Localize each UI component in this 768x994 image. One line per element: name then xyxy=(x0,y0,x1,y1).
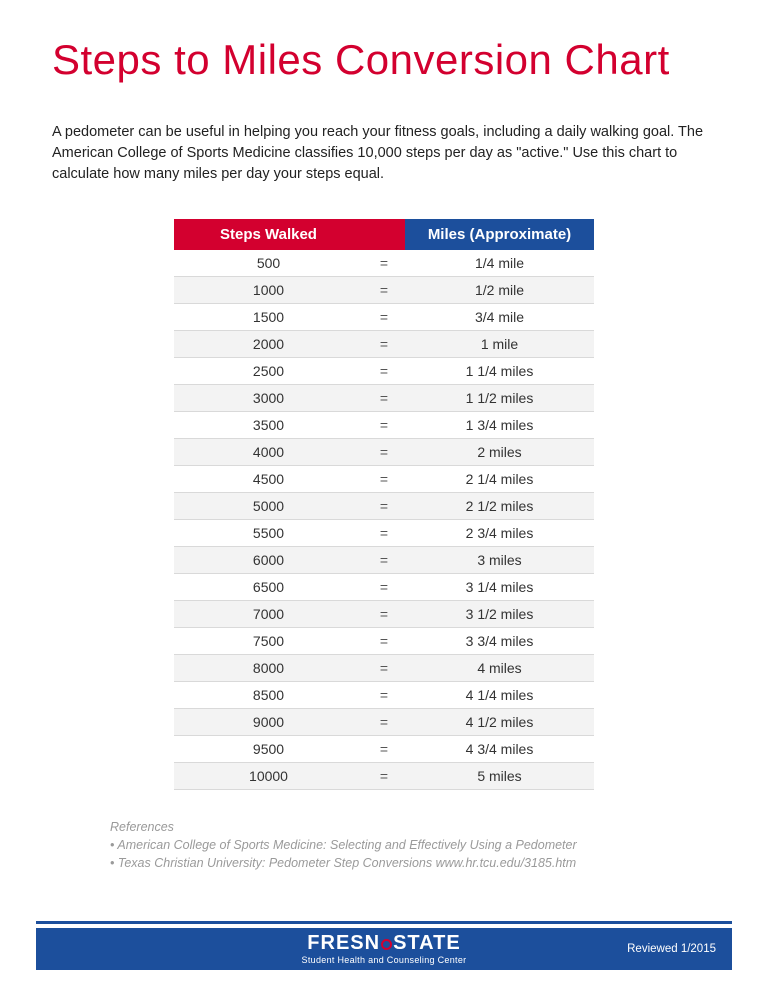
brand-logo: FRESN STATE Student Health and Counseling… xyxy=(302,933,467,965)
cell-miles: 3 3/4 miles xyxy=(405,628,594,655)
table-row: 5000=2 1/2 miles xyxy=(174,493,594,520)
footer-rule xyxy=(36,921,732,924)
table-row: 2000=1 mile xyxy=(174,331,594,358)
cell-miles: 1 mile xyxy=(405,331,594,358)
table-row: 3000=1 1/2 miles xyxy=(174,385,594,412)
cell-miles: 4 1/2 miles xyxy=(405,709,594,736)
cell-steps: 6500 xyxy=(174,574,363,601)
table-row: 7500=3 3/4 miles xyxy=(174,628,594,655)
cell-equals: = xyxy=(363,601,405,628)
cell-miles: 3 1/4 miles xyxy=(405,574,594,601)
cell-miles: 1/4 mile xyxy=(405,250,594,277)
cell-equals: = xyxy=(363,412,405,439)
brand-text-left: FRESN xyxy=(307,932,380,954)
cell-equals: = xyxy=(363,655,405,682)
table-row: 5500=2 3/4 miles xyxy=(174,520,594,547)
cell-steps: 9500 xyxy=(174,736,363,763)
cell-equals: = xyxy=(363,250,405,277)
table-row: 10000=5 miles xyxy=(174,763,594,790)
reviewed-date: Reviewed 1/2015 xyxy=(627,943,716,955)
cell-steps: 2500 xyxy=(174,358,363,385)
col-header-steps: Steps Walked xyxy=(174,219,363,250)
cell-miles: 1 3/4 miles xyxy=(405,412,594,439)
cell-steps: 9000 xyxy=(174,709,363,736)
cell-equals: = xyxy=(363,547,405,574)
cell-steps: 4000 xyxy=(174,439,363,466)
cell-miles: 2 1/2 miles xyxy=(405,493,594,520)
cell-miles: 1 1/2 miles xyxy=(405,385,594,412)
cell-miles: 4 1/4 miles xyxy=(405,682,594,709)
reference-item: • American College of Sports Medicine: S… xyxy=(110,836,716,854)
cell-equals: = xyxy=(363,385,405,412)
cell-steps: 7000 xyxy=(174,601,363,628)
table-row: 7000=3 1/2 miles xyxy=(174,601,594,628)
references-heading: References xyxy=(110,818,716,836)
table-row: 2500=1 1/4 miles xyxy=(174,358,594,385)
cell-miles: 4 3/4 miles xyxy=(405,736,594,763)
cell-miles: 1/2 mile xyxy=(405,277,594,304)
cell-miles: 2 3/4 miles xyxy=(405,520,594,547)
table-row: 3500=1 3/4 miles xyxy=(174,412,594,439)
cell-equals: = xyxy=(363,736,405,763)
brand-text-right: STATE xyxy=(393,932,461,954)
cell-miles: 4 miles xyxy=(405,655,594,682)
cell-miles: 2 1/4 miles xyxy=(405,466,594,493)
cell-steps: 3500 xyxy=(174,412,363,439)
table-row: 1000=1/2 mile xyxy=(174,277,594,304)
cell-equals: = xyxy=(363,709,405,736)
col-header-miles: Miles (Approximate) xyxy=(405,219,594,250)
cell-steps: 8000 xyxy=(174,655,363,682)
footer-band: FRESN STATE Student Health and Counseling… xyxy=(36,928,732,970)
table-row: 9500=4 3/4 miles xyxy=(174,736,594,763)
cell-equals: = xyxy=(363,331,405,358)
cell-steps: 5500 xyxy=(174,520,363,547)
cell-steps: 1000 xyxy=(174,277,363,304)
cell-miles: 5 miles xyxy=(405,763,594,790)
reference-item: • Texas Christian University: Pedometer … xyxy=(110,854,716,872)
cell-equals: = xyxy=(363,277,405,304)
cell-equals: = xyxy=(363,682,405,709)
cell-miles: 3 miles xyxy=(405,547,594,574)
cell-steps: 5000 xyxy=(174,493,363,520)
table-row: 4000=2 miles xyxy=(174,439,594,466)
cell-steps: 8500 xyxy=(174,682,363,709)
cell-equals: = xyxy=(363,574,405,601)
cell-steps: 6000 xyxy=(174,547,363,574)
cell-steps: 10000 xyxy=(174,763,363,790)
cell-miles: 1 1/4 miles xyxy=(405,358,594,385)
references-block: References • American College of Sports … xyxy=(52,818,716,872)
cell-miles: 3/4 mile xyxy=(405,304,594,331)
cell-steps: 4500 xyxy=(174,466,363,493)
cell-equals: = xyxy=(363,358,405,385)
table-row: 1500=3/4 mile xyxy=(174,304,594,331)
table-row: 8500=4 1/4 miles xyxy=(174,682,594,709)
table-row: 8000=4 miles xyxy=(174,655,594,682)
cell-equals: = xyxy=(363,439,405,466)
table-row: 500=1/4 mile xyxy=(174,250,594,277)
cell-steps: 3000 xyxy=(174,385,363,412)
cell-equals: = xyxy=(363,520,405,547)
cell-equals: = xyxy=(363,466,405,493)
cell-steps: 2000 xyxy=(174,331,363,358)
conversion-table: Steps Walked Miles (Approximate) 500=1/4… xyxy=(174,219,594,790)
col-header-equals xyxy=(363,219,405,250)
cell-miles: 3 1/2 miles xyxy=(405,601,594,628)
page-title: Steps to Miles Conversion Chart xyxy=(52,36,716,84)
cell-equals: = xyxy=(363,304,405,331)
cell-miles: 2 miles xyxy=(405,439,594,466)
table-row: 6000=3 miles xyxy=(174,547,594,574)
table-row: 4500=2 1/4 miles xyxy=(174,466,594,493)
cell-steps: 500 xyxy=(174,250,363,277)
table-row: 9000=4 1/2 miles xyxy=(174,709,594,736)
cell-equals: = xyxy=(363,493,405,520)
brand-bulldog-icon xyxy=(381,939,392,950)
cell-steps: 1500 xyxy=(174,304,363,331)
brand-subtitle: Student Health and Counseling Center xyxy=(302,956,467,965)
cell-equals: = xyxy=(363,763,405,790)
cell-equals: = xyxy=(363,628,405,655)
cell-steps: 7500 xyxy=(174,628,363,655)
table-row: 6500=3 1/4 miles xyxy=(174,574,594,601)
intro-paragraph: A pedometer can be useful in helping you… xyxy=(52,122,716,185)
